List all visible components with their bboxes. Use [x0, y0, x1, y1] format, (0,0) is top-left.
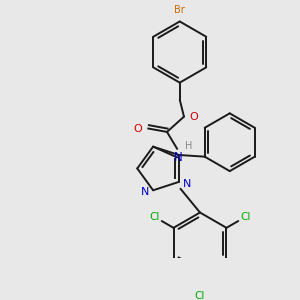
- Text: N: N: [183, 178, 191, 189]
- Text: Cl: Cl: [149, 212, 160, 222]
- Text: N: N: [174, 151, 182, 164]
- Text: Cl: Cl: [240, 212, 251, 222]
- Text: O: O: [134, 124, 142, 134]
- Text: N: N: [140, 187, 149, 197]
- Text: H: H: [185, 141, 193, 152]
- Text: O: O: [189, 112, 198, 122]
- Text: Cl: Cl: [195, 291, 205, 300]
- Text: Br: Br: [174, 5, 185, 15]
